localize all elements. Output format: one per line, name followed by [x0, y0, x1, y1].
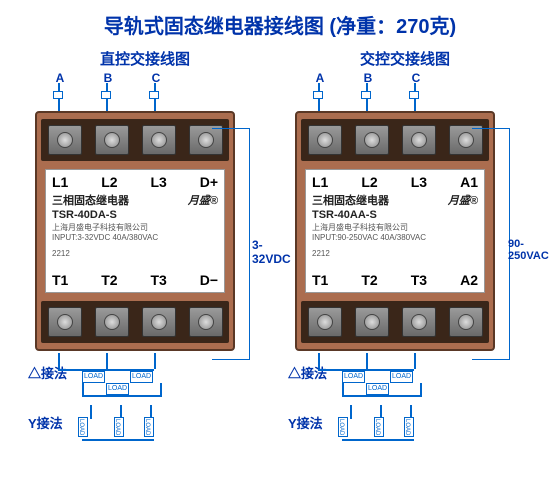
terminal [402, 125, 436, 155]
right-ctrl-wire [472, 128, 510, 360]
terminal [142, 307, 176, 337]
terminal [48, 307, 82, 337]
delta-label: △接法 [28, 363, 67, 382]
main-title: 导轨式固态继电器接线图 (净重：270克) [0, 0, 560, 45]
terminal [308, 125, 342, 155]
load-box: LOAD [82, 371, 105, 383]
terminal [402, 307, 436, 337]
right-top-wires [290, 83, 520, 111]
left-top-terminals [41, 119, 229, 161]
load-box: LOAD [342, 371, 365, 383]
load-box: LOAD [390, 371, 413, 383]
wye-label: Y接法 [288, 413, 323, 432]
left-top-wires [30, 83, 260, 111]
left-bottom-terminals [41, 301, 229, 343]
load-box: LOAD [338, 417, 348, 437]
load-box: LOAD [404, 417, 414, 437]
load-box: LOAD [130, 371, 153, 383]
left-relay: L1 L2 L3 D+ 三相固态继电器月盛® TSR-40DA-S 上海月盛电子… [35, 111, 235, 351]
right-bottom-terminals [301, 301, 489, 343]
right-top-terminals [301, 119, 489, 161]
load-box: LOAD [366, 383, 389, 395]
terminal [95, 307, 129, 337]
terminal [355, 125, 389, 155]
terminal [95, 125, 129, 155]
load-box: LOAD [374, 417, 384, 437]
right-panel: 交控交接线图 A B C L1 L2 L3 A1 三相固态继电器月盛® TSR-… [290, 48, 520, 455]
load-box: LOAD [144, 417, 154, 437]
left-subtitle: 直控交接线图 [30, 48, 260, 69]
left-label-plate: L1 L2 L3 D+ 三相固态继电器月盛® TSR-40DA-S 上海月盛电子… [45, 169, 225, 293]
right-subtitle: 交控交接线图 [290, 48, 520, 69]
right-relay: L1 L2 L3 A1 三相固态继电器月盛® TSR-40AA-S 上海月盛电子… [295, 111, 495, 351]
terminal [308, 307, 342, 337]
left-ctrl-wire [212, 128, 250, 360]
delta-label: △接法 [288, 363, 327, 382]
terminal [142, 125, 176, 155]
left-ctrl-label: 3-32VDC [252, 238, 291, 266]
load-box: LOAD [106, 383, 129, 395]
wye-label: Y接法 [28, 413, 63, 432]
load-box: LOAD [114, 417, 124, 437]
load-box: LOAD [78, 417, 88, 437]
terminal [355, 307, 389, 337]
right-ctrl-label: 90-250VAC [508, 238, 549, 262]
terminal [48, 125, 82, 155]
right-load-section: △接法 Y接法 LOAD LOAD LOAD LOAD LOAD LOAD [290, 355, 520, 455]
right-label-plate: L1 L2 L3 A1 三相固态继电器月盛® TSR-40AA-S 上海月盛电子… [305, 169, 485, 293]
left-load-section: △接法 Y接法 LOAD LOAD LOAD LOAD LOAD LOAD [30, 355, 260, 455]
left-panel: 直控交接线图 A B C L1 L2 L3 D+ 三相固态继电器月盛® TSR-… [30, 48, 260, 455]
